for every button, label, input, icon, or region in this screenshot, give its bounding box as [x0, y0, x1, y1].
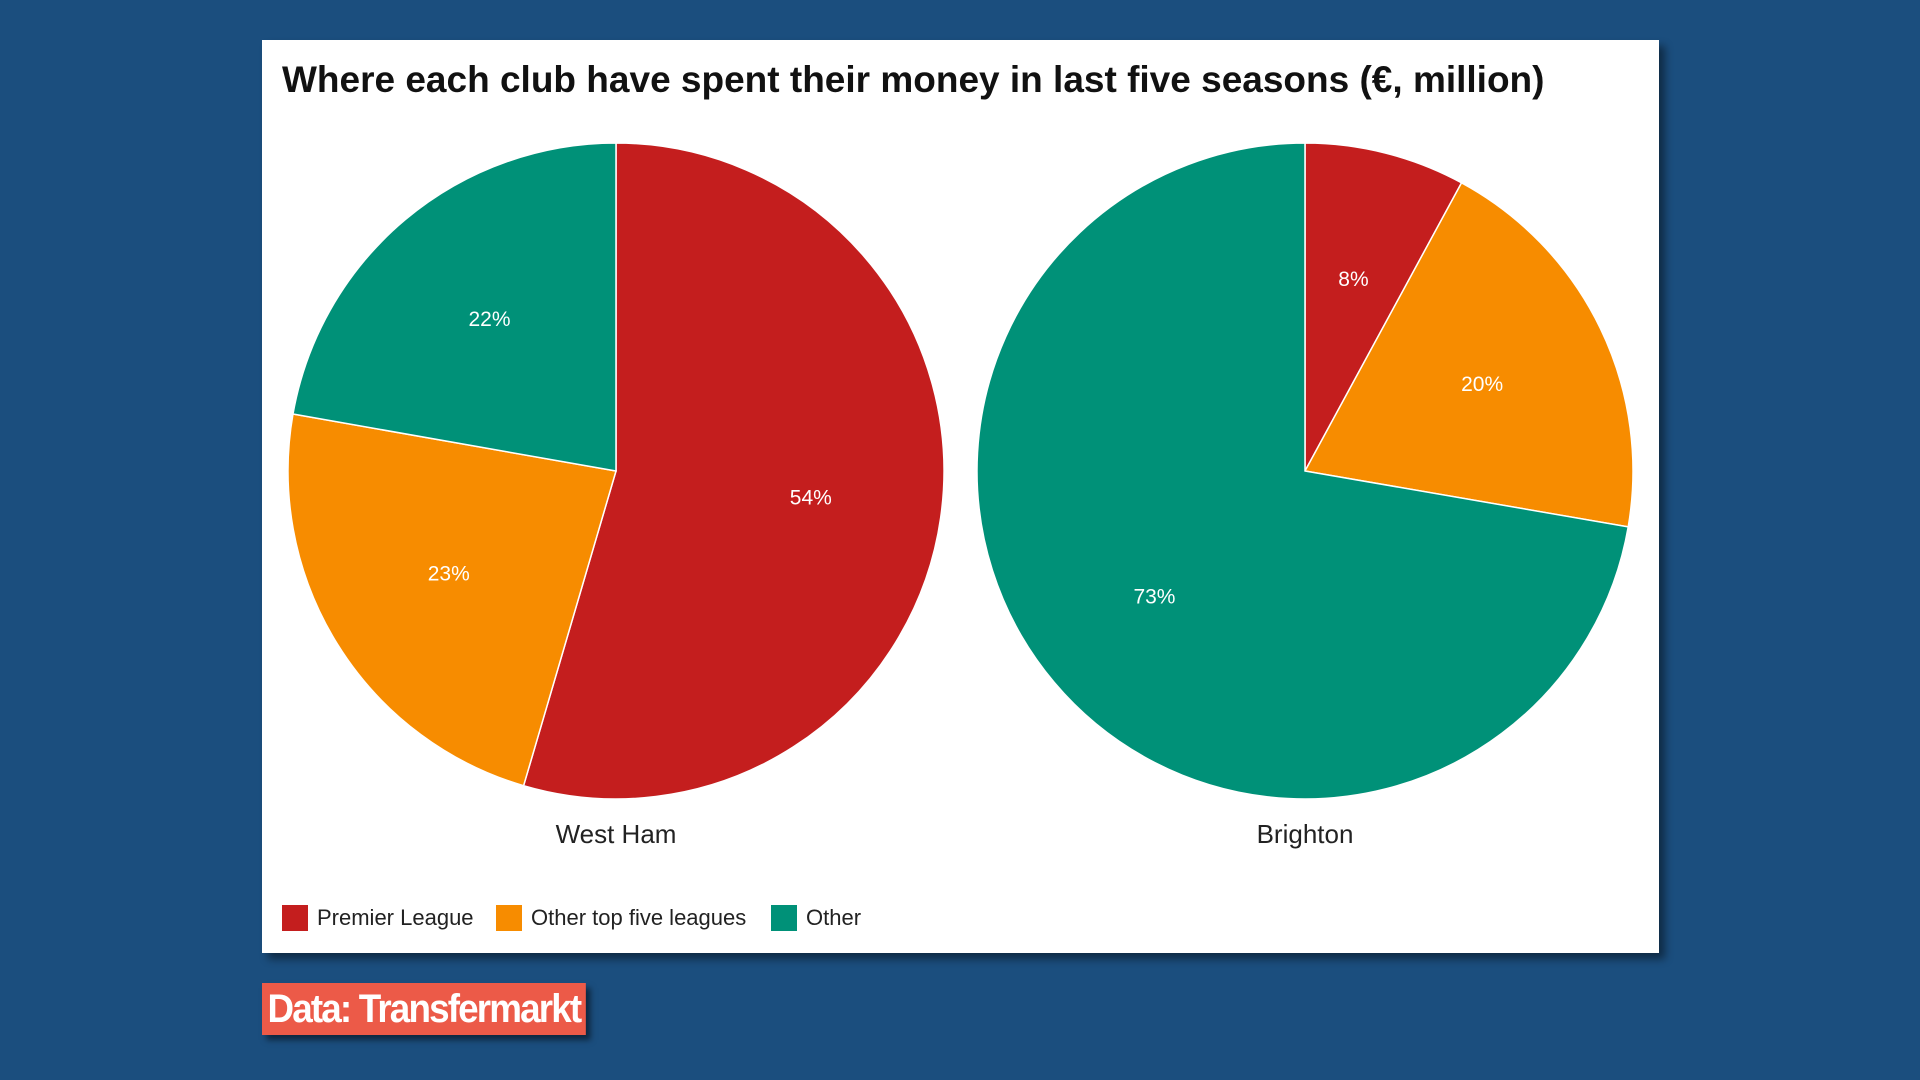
pie-title: West Ham — [556, 819, 677, 849]
slice-label: 54% — [790, 487, 832, 510]
chart-panel: Where each club have spent their money i… — [262, 40, 1659, 953]
pie-slice — [292, 142, 617, 472]
pie-slice — [976, 142, 1630, 800]
slice-label: 20% — [1461, 373, 1503, 396]
legend-swatch — [282, 905, 308, 931]
pie-slice — [1304, 142, 1463, 472]
pie-slice — [1303, 181, 1634, 528]
slice-label: 23% — [428, 562, 470, 585]
pie-slice — [522, 142, 945, 800]
legend-swatch — [496, 905, 522, 931]
legend-label: Other top five leagues — [531, 905, 746, 930]
chart: Where each club have spent their money i… — [282, 59, 1634, 931]
slice-label: 22% — [468, 308, 510, 331]
chart-title: Where each club have spent their money i… — [282, 59, 1544, 100]
legend-swatch — [771, 905, 797, 931]
pie-slice — [287, 413, 617, 787]
slice-label: 8% — [1338, 268, 1368, 291]
source: Data: Transfermarkt — [262, 983, 586, 1035]
slice-label: 73% — [1133, 585, 1175, 608]
legend-label: Premier League — [317, 905, 474, 930]
legend-label: Other — [806, 905, 861, 930]
pie-title: Brighton — [1257, 819, 1354, 849]
